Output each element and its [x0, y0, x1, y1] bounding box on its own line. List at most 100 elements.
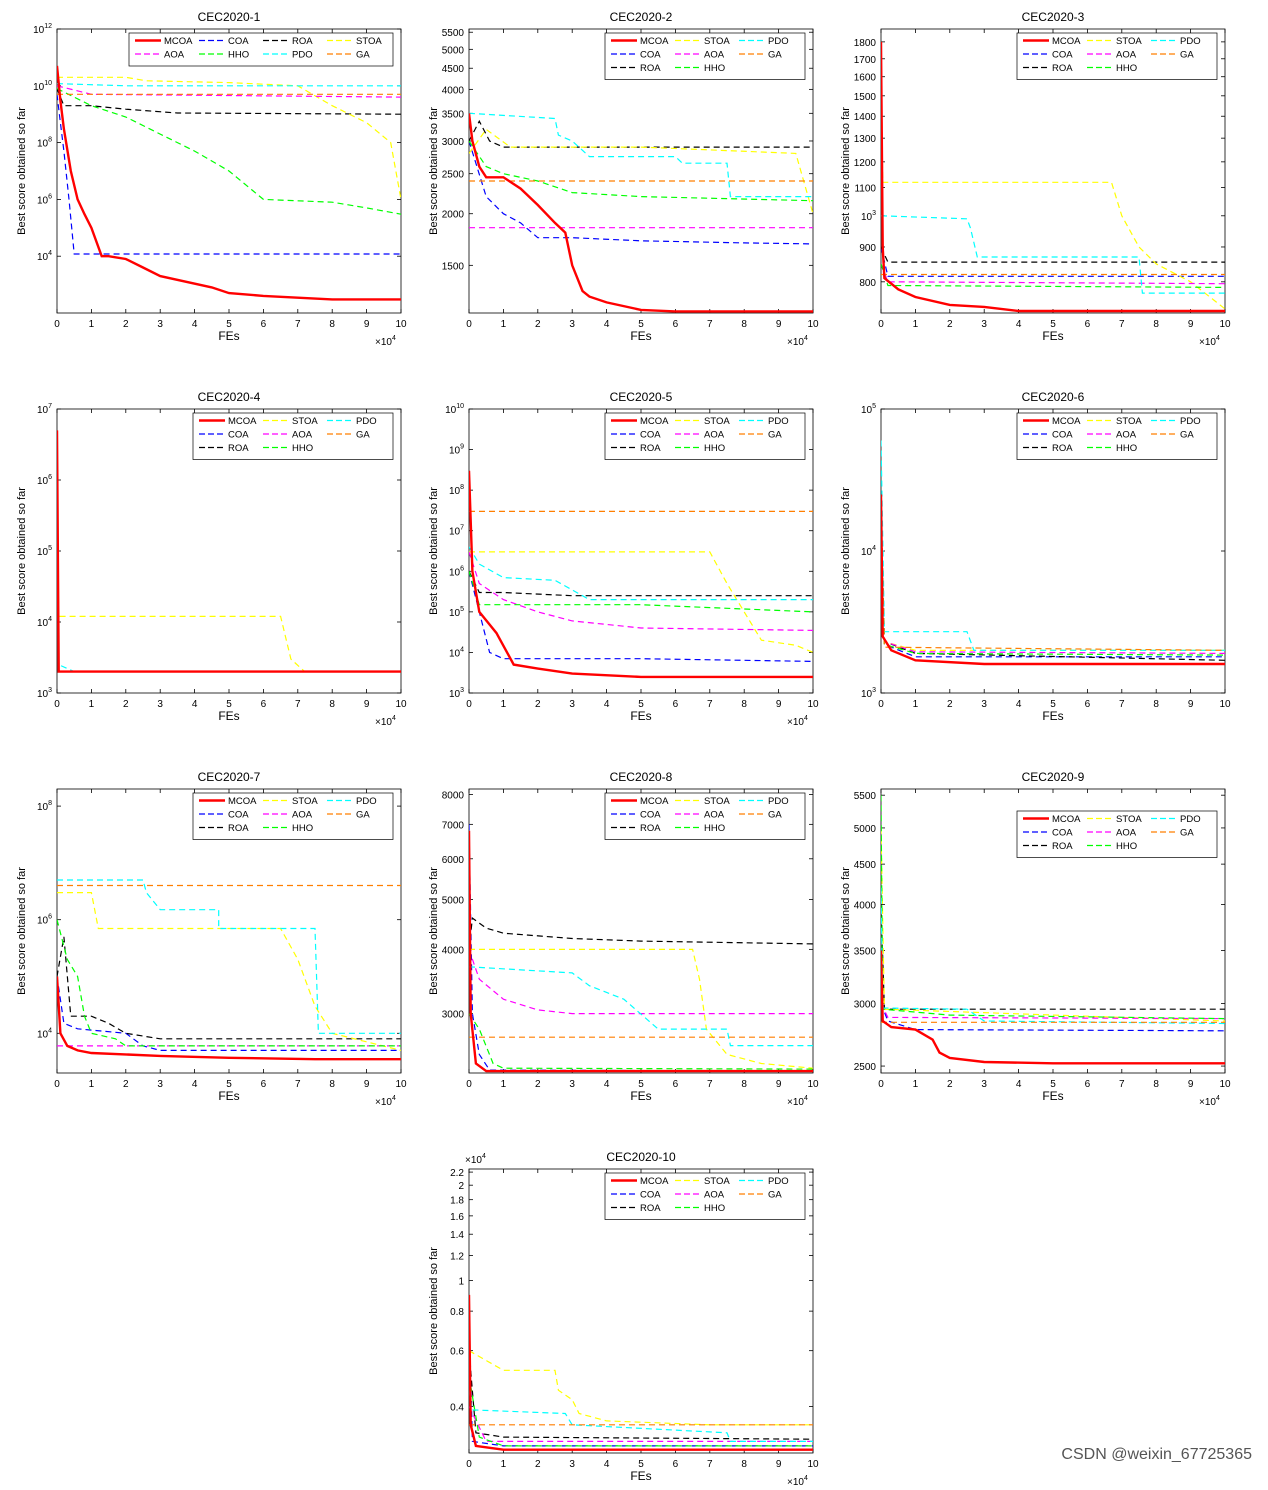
series-line-mcoa: [57, 430, 401, 673]
legend-entry: COA: [640, 430, 661, 441]
x-tick-label: 3: [157, 699, 163, 710]
y-axis-label: Best score obtained so far: [16, 107, 28, 235]
x-tick-label: 2: [947, 1079, 953, 1090]
legend-entry: AOA: [704, 1190, 725, 1201]
x-tick-label: 0: [878, 699, 884, 710]
y-tick-label: 107: [37, 403, 52, 416]
y-tick-label: 3000: [442, 137, 465, 148]
x-tick-label: 4: [604, 699, 610, 710]
x-tick-label: 4: [604, 1459, 610, 1470]
x-tick-label: 10: [1219, 699, 1231, 710]
legend-entry: COA: [228, 36, 249, 47]
x-tick-label: 8: [329, 319, 335, 330]
series-line-stoa: [469, 1350, 813, 1426]
x-tick-label: 9: [776, 319, 782, 330]
x-tick-label: 1: [913, 1079, 919, 1090]
x-tick-label: 0: [878, 319, 884, 330]
legend-entry: GA: [768, 430, 782, 441]
x-exponent-label: ×104: [787, 335, 808, 348]
legend-entry: PDO: [1180, 814, 1201, 825]
y-axis-label: Best score obtained so far: [428, 1247, 440, 1375]
y-tick-label: 0.4: [450, 1402, 464, 1413]
chart-panel: CEC2020-8 0 1 2 3 4 5 6 7 8 9 10 FEs ×104 3000 4000 5000…: [428, 770, 819, 1108]
x-tick-label: 4: [192, 319, 198, 330]
y-tick-label: 1800: [854, 38, 877, 49]
x-axis-label: FEs: [218, 329, 239, 343]
series-line-pdo: [57, 879, 401, 1034]
x-tick-label: 6: [261, 319, 267, 330]
x-tick-label: 1: [501, 699, 507, 710]
legend-entry: HHO: [704, 1203, 725, 1214]
chart-panel: CEC2020-7 0 1 2 3 4 5 6 7 8 9 10 FEs ×104 104 106 108 Bes…: [16, 770, 407, 1108]
x-tick-label: 10: [395, 1079, 407, 1090]
series-line-roa: [881, 508, 1225, 661]
y-tick-label: 1500: [442, 261, 465, 272]
series-line-pdo: [469, 1390, 813, 1442]
x-tick-label: 3: [569, 1079, 575, 1090]
legend-box: [1016, 32, 1218, 80]
series-group: [57, 430, 401, 673]
y-tick-label: 108: [37, 800, 52, 813]
x-tick-label: 2: [123, 1079, 129, 1090]
x-tick-label: 5: [226, 699, 232, 710]
x-exponent-label: ×104: [1199, 335, 1220, 348]
legend-box: [1016, 810, 1218, 858]
x-tick-label: 6: [1085, 699, 1091, 710]
legend-entry: GA: [356, 430, 370, 441]
legend-box: [1016, 412, 1218, 460]
legend-entry: STOA: [1116, 36, 1142, 47]
y-tick-label: 1012: [33, 23, 52, 36]
legend-entry: HHO: [1116, 443, 1137, 454]
series-line-mcoa: [469, 1294, 813, 1451]
y-tick-label: 4500: [442, 64, 465, 75]
legend-entry: ROA: [640, 1203, 661, 1214]
series-line-hho: [57, 88, 401, 215]
x-tick-label: 4: [1016, 319, 1022, 330]
y-tick-label: 1100: [854, 184, 876, 195]
x-tick-label: 7: [707, 1079, 713, 1090]
x-exponent-label: ×104: [787, 1095, 808, 1108]
x-tick-label: 0: [54, 1079, 60, 1090]
y-tick-label: 2500: [442, 170, 465, 181]
x-tick-label: 8: [1153, 319, 1159, 330]
x-tick-label: 8: [741, 1459, 747, 1470]
x-tick-label: 9: [776, 699, 782, 710]
series-line-coa: [469, 824, 813, 1072]
legend-entry: MCOA: [1052, 416, 1081, 427]
x-tick-label: 9: [1188, 699, 1194, 710]
legend: MCOA STOA PDO COA AOA GA ROA HHO: [604, 1172, 806, 1220]
legend-entry: ROA: [640, 823, 661, 834]
y-axis-label: Best score obtained so far: [16, 487, 28, 615]
y-tick-label: 108: [37, 137, 52, 150]
chart-title: CEC2020-3: [1022, 10, 1085, 24]
x-tick-label: 5: [1050, 319, 1056, 330]
chart-panel: CEC2020-4 0 1 2 3 4 5 6 7 8 9 10 FEs ×104 103 104 105 106…: [16, 390, 407, 728]
x-tick-label: 8: [329, 699, 335, 710]
y-axis-label: Best score obtained so far: [428, 867, 440, 995]
legend-entry: ROA: [640, 63, 661, 74]
legend: MCOA STOA PDO COA AOA GA ROA HHO: [604, 412, 806, 460]
legend: MCOA STOA PDO COA AOA GA ROA HHO: [604, 32, 806, 80]
x-tick-label: 8: [741, 319, 747, 330]
series-line-stoa: [881, 41, 1225, 310]
y-tick-label: 1: [458, 1276, 464, 1287]
y-tick-label: 3500: [442, 109, 465, 120]
series-line-hho: [469, 571, 813, 613]
series-line-mcoa: [57, 976, 401, 1061]
x-tick-label: 0: [466, 319, 472, 330]
series-line-aoa: [469, 1406, 813, 1442]
series-line-coa: [57, 94, 401, 255]
y-tick-label: 105: [37, 545, 52, 558]
y-tick-label: 105: [449, 606, 464, 619]
x-tick-label: 1: [89, 1079, 95, 1090]
legend-entry: GA: [356, 810, 370, 821]
x-tick-label: 9: [364, 699, 370, 710]
legend-entry: MCOA: [1052, 814, 1081, 825]
x-tick-label: 4: [1016, 699, 1022, 710]
legend-entry: GA: [356, 50, 370, 61]
y-tick-label: 108: [449, 484, 464, 497]
chart-panel: CEC2020-2 0 1 2 3 4 5 6 7 8 9 10 FEs ×104 1500 2000 2500…: [428, 10, 819, 348]
legend-entry: PDO: [768, 36, 789, 47]
x-tick-label: 2: [947, 699, 953, 710]
x-tick-label: 2: [535, 319, 541, 330]
